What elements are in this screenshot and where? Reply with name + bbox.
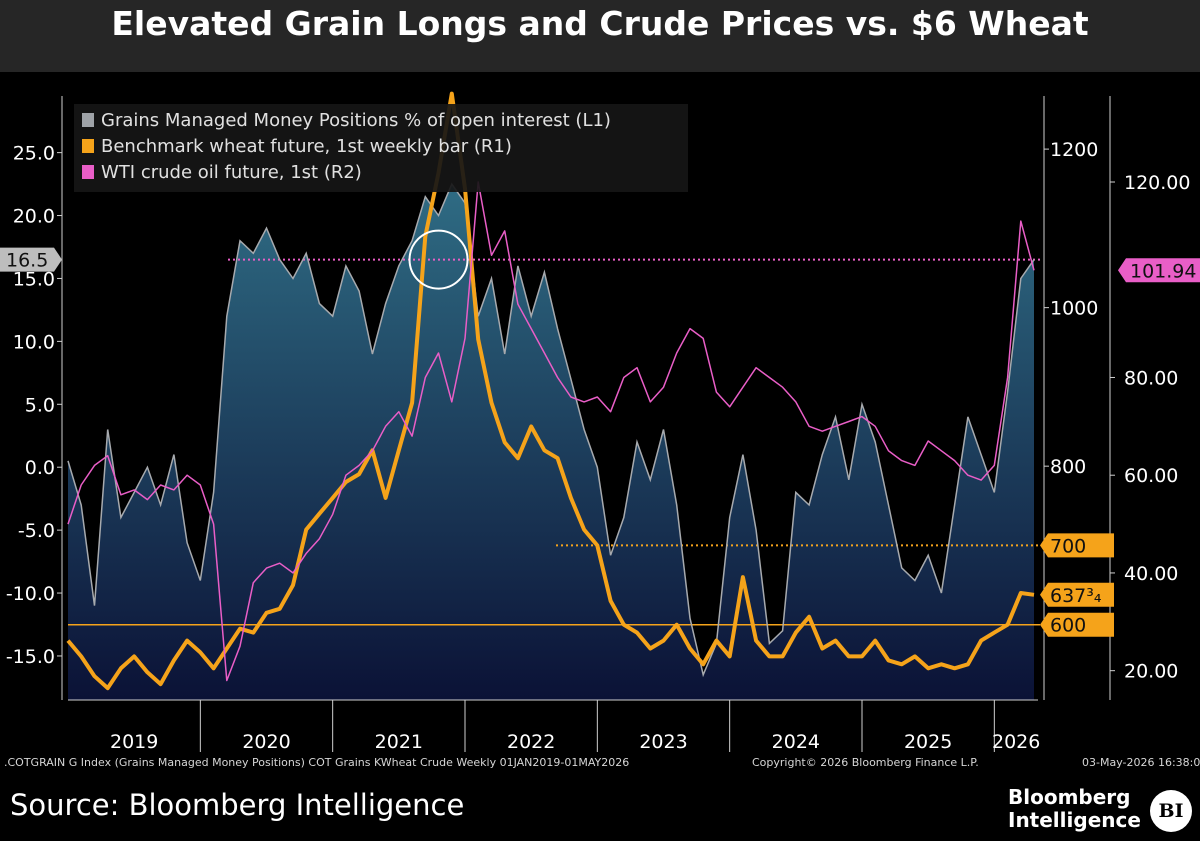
timestamp-text: 03-May-2026 16:38:00 xyxy=(1082,756,1200,769)
legend-swatch-wheat xyxy=(82,139,94,153)
value-tag-label-r1: 700 xyxy=(1050,535,1086,557)
brand-line-1: Bloomberg xyxy=(1008,785,1131,809)
tick-label-l1: 10.0 xyxy=(13,331,55,353)
tick-label-l1: -15.0 xyxy=(6,646,55,668)
legend-item-wheat: Benchmark wheat future, 1st weekly bar (… xyxy=(82,134,512,158)
tick-label-r2: 40.00 xyxy=(1124,563,1178,585)
legend-item-crude: WTI crude oil future, 1st (R2) xyxy=(82,160,362,184)
year-label: 2023 xyxy=(639,731,687,752)
year-label: 2020 xyxy=(242,731,290,752)
tick-label-r1: 800 xyxy=(1050,456,1086,478)
bi-logo-icon: BI xyxy=(1150,790,1192,832)
brand-line-2: Intelligence xyxy=(1008,808,1141,832)
legend-item-grains: Grains Managed Money Positions % of open… xyxy=(82,108,611,132)
series-line-crude xyxy=(67,181,1035,682)
value-tag-label-r1: 637³₄ xyxy=(1050,585,1102,607)
legend-label-grains: Grains Managed Money Positions % of open… xyxy=(101,109,611,131)
value-tag-r1 xyxy=(1040,533,1114,558)
tick-label-l1: -5.0 xyxy=(18,520,55,542)
annotation-circle xyxy=(408,229,469,290)
tick-label-r1: 1200 xyxy=(1050,139,1098,161)
series-line-grains xyxy=(67,182,1035,678)
year-label: 2024 xyxy=(772,731,820,752)
tick-label-r2: 80.00 xyxy=(1124,367,1178,389)
query-text: .COTGRAIN G Index (Grains Managed Money … xyxy=(4,756,630,769)
year-label: 2021 xyxy=(375,731,423,752)
tick-label-l1: 25.0 xyxy=(13,143,55,165)
tick-label-r2: 20.00 xyxy=(1124,661,1178,683)
tick-label-l1: 15.0 xyxy=(13,268,55,290)
tick-label-r1: 1000 xyxy=(1050,298,1098,320)
copyright-text: Copyright© 2026 Bloomberg Finance L.P. xyxy=(752,756,979,769)
year-label: 2025 xyxy=(904,731,952,752)
legend-label-wheat: Benchmark wheat future, 1st weekly bar (… xyxy=(101,135,512,157)
value-tag-r2 xyxy=(1118,258,1200,283)
source-text: Source: Bloomberg Intelligence xyxy=(10,788,465,822)
legend-swatch-crude xyxy=(82,165,94,179)
value-tag-r1 xyxy=(1040,582,1114,607)
legend-swatch-grains xyxy=(82,113,94,127)
brand-wordmark: Bloomberg Intelligence xyxy=(1008,786,1141,832)
year-label: 2019 xyxy=(110,731,158,752)
value-tag-r1 xyxy=(1040,612,1114,637)
value-tag-label-l1: 16.5 xyxy=(6,250,48,272)
chart-canvas: 25.0 20.0 15.0 10.0 5.0 0.0 -5.0 -10.0 -15.0 1200… xyxy=(0,91,1200,752)
series-area-grains xyxy=(68,184,1034,701)
value-tag-label-r1: 600 xyxy=(1050,615,1086,637)
legend-label-crude: WTI crude oil future, 1st (R2) xyxy=(101,161,362,183)
tick-label-l1: 0.0 xyxy=(25,457,55,479)
chart-title: Elevated Grain Longs and Crude Prices vs… xyxy=(111,4,1089,43)
series-line-wheat xyxy=(66,91,1035,691)
value-tag-label-r2: 101.94 xyxy=(1130,260,1196,282)
tick-label-l1: 5.0 xyxy=(25,394,55,416)
title-bar: Elevated Grain Longs and Crude Prices vs… xyxy=(0,0,1200,72)
footer: .COTGRAIN G Index (Grains Managed Money … xyxy=(0,754,1200,841)
year-label: 2026 xyxy=(992,731,1040,752)
legend: Grains Managed Money Positions % of open… xyxy=(74,104,688,192)
tick-label-r2: 120.00 xyxy=(1124,172,1190,194)
tick-label-l1: -10.0 xyxy=(6,583,55,605)
year-label: 2022 xyxy=(507,731,555,752)
tick-label-l1: 20.0 xyxy=(13,206,55,228)
value-tag-l1 xyxy=(0,247,62,272)
tick-label-r2: 60.00 xyxy=(1124,465,1178,487)
